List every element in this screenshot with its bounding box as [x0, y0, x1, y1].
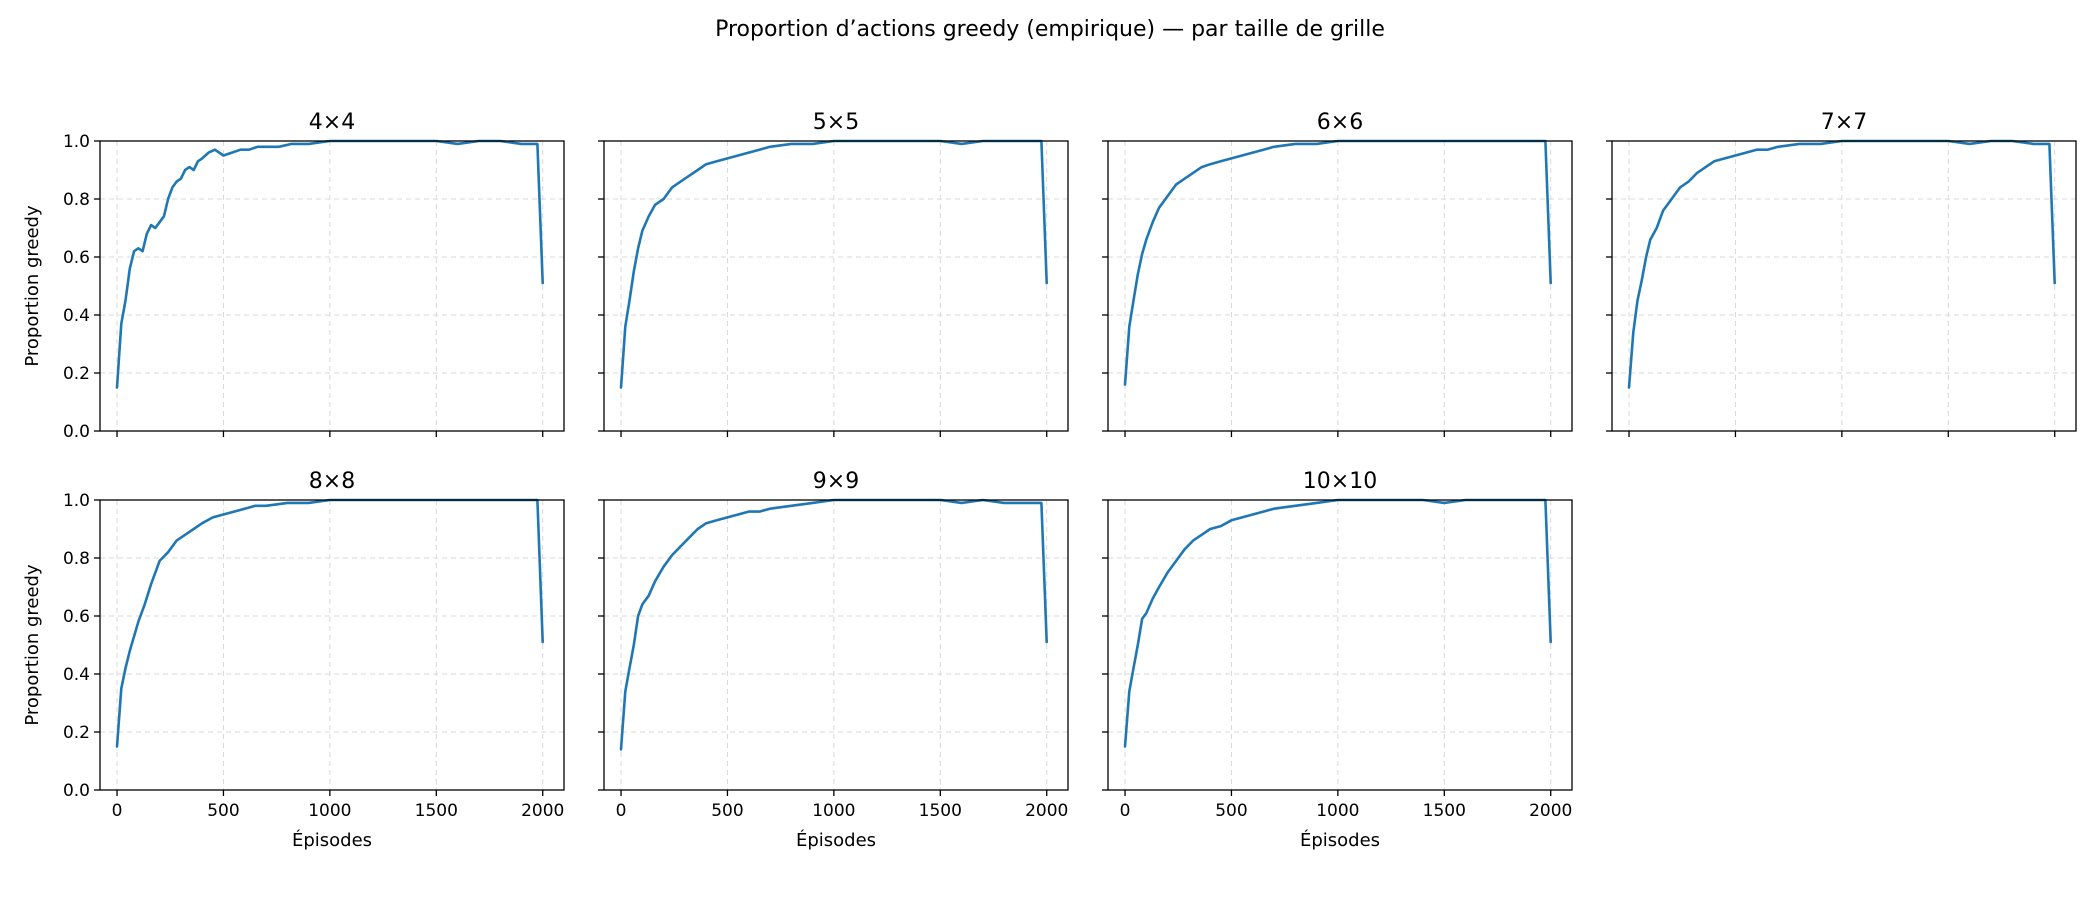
x-tick-label: 0 [112, 801, 123, 821]
x-tick-label: 1000 [1316, 801, 1359, 821]
panel-title: 6×6 [1317, 110, 1363, 135]
y-tick-label: 0.4 [63, 306, 90, 326]
axes-frame [1107, 499, 1573, 791]
subplot-panel: 0 500 1000 1500 2000 10×10 Épisodes [1102, 469, 1573, 851]
panel-title: 8×8 [309, 469, 355, 494]
x-axis-label: Épisodes [292, 829, 372, 851]
x-tick-label: 500 [1215, 801, 1247, 821]
x-tick-label: 1000 [812, 801, 855, 821]
y-tick-label: 1.0 [63, 491, 90, 511]
x-tick-label: 1500 [919, 801, 962, 821]
y-tick-label: 0.4 [63, 665, 90, 685]
x-tick-label: 1000 [308, 801, 351, 821]
axes-frame [1611, 140, 2077, 432]
subplot-grid: 0.0 0.2 0.4 0.6 0.8 1.0 4×4 Proportion greedy 5×… [22, 110, 2077, 851]
x-tick-label: 2000 [521, 801, 564, 821]
y-tick-label: 1.0 [63, 132, 90, 152]
subplot-panel: 0 500 1000 1500 2000 0.0 0.2 0.4 0.6 0.8 1.0 8×8 Épi… [22, 469, 565, 851]
x-tick-label: 500 [711, 801, 743, 821]
subplot-panel: 7×7 [1606, 110, 2077, 437]
series-line [619, 139, 1048, 389]
subplot-panel: 5×5 [598, 110, 1069, 437]
subplot-panel: 0 500 1000 1500 2000 9×9 Épisodes [598, 469, 1069, 851]
y-tick-label: 0.0 [63, 781, 90, 801]
axes-frame [603, 140, 1069, 432]
axes-frame [1107, 140, 1573, 432]
panel-title: 4×4 [309, 110, 355, 135]
series-line [619, 498, 1048, 751]
x-axis-label: Épisodes [1300, 829, 1380, 851]
x-tick-label: 500 [207, 801, 239, 821]
y-tick-label: 0.8 [63, 190, 90, 210]
axes-frame [99, 499, 565, 791]
panel-title: 10×10 [1303, 469, 1377, 494]
panel-title: 9×9 [813, 469, 859, 494]
y-tick-label: 0.6 [63, 248, 90, 268]
x-tick-label: 1500 [415, 801, 458, 821]
y-axis-label: Proportion greedy [22, 205, 43, 367]
subplot-panel: 6×6 [1102, 110, 1573, 437]
x-tick-label: 0 [1120, 801, 1131, 821]
panel-title: 7×7 [1821, 110, 1867, 135]
y-axis-label: Proportion greedy [22, 564, 43, 726]
y-tick-label: 0.8 [63, 549, 90, 569]
figure-title: Proportion d’actions greedy (empirique) … [715, 17, 1385, 42]
y-tick-label: 0.2 [63, 364, 90, 384]
y-tick-label: 0.6 [63, 607, 90, 627]
x-tick-label: 0 [616, 801, 627, 821]
panel-title: 5×5 [813, 110, 859, 135]
y-tick-label: 0.0 [63, 422, 90, 442]
x-tick-label: 2000 [1025, 801, 1068, 821]
axes-frame [603, 499, 1069, 791]
y-tick-label: 0.2 [63, 723, 90, 743]
x-tick-label: 1500 [1423, 801, 1466, 821]
x-axis-label: Épisodes [796, 829, 876, 851]
subplot-panel: 0.0 0.2 0.4 0.6 0.8 1.0 4×4 Proportion greedy [22, 110, 565, 442]
axes-frame [99, 140, 565, 432]
x-tick-label: 2000 [1529, 801, 1572, 821]
series-line [1627, 139, 2056, 389]
